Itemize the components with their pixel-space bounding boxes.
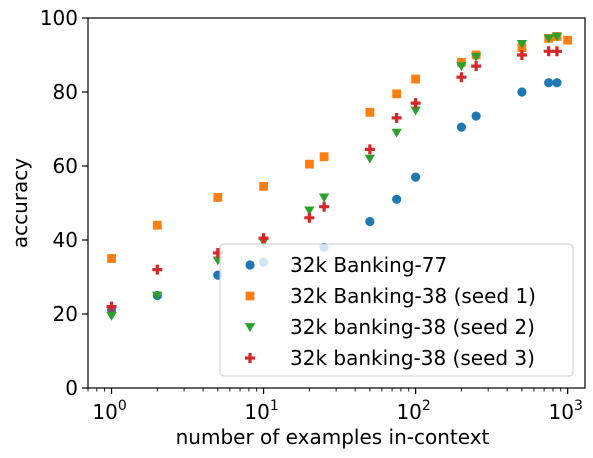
data-point: [551, 32, 563, 42]
data-point: [411, 172, 421, 182]
x-tick-label: 103: [548, 398, 582, 424]
y-tick-label: 100: [40, 6, 78, 30]
data-point: [471, 111, 481, 121]
data-point: [391, 112, 402, 123]
data-point: [152, 291, 163, 301]
legend-entry-label: 32k Banking-77: [290, 253, 447, 277]
data-point: [411, 74, 421, 84]
x-tick-label: 102: [396, 398, 430, 424]
data-point: [516, 40, 528, 49]
data-point: [391, 128, 402, 138]
data-point: [563, 35, 573, 45]
legend-entry-label: 32k banking-38 (seed 2): [290, 315, 535, 339]
x-axis-ticks: 100 101 102 103: [87, 388, 583, 424]
y-tick-label: 80: [53, 80, 78, 104]
legend-box: [219, 243, 574, 377]
y-tick-label: 20: [53, 302, 78, 326]
data-point: [304, 212, 315, 223]
legend-marker: [245, 291, 255, 301]
data-point: [152, 220, 162, 230]
data-point: [516, 50, 527, 60]
data-point: [304, 206, 315, 216]
data-point: [543, 34, 554, 44]
data-point: [106, 301, 117, 312]
data-point: [551, 46, 562, 57]
data-point: [365, 216, 375, 227]
data-point: [364, 154, 376, 164]
data-point: [552, 78, 562, 88]
x-tick-label: 101: [244, 398, 278, 424]
data-point: [304, 159, 314, 169]
legend-entry-label: 32k banking-38 (seed 3): [290, 346, 535, 370]
series-4: [106, 46, 562, 312]
data-point: [259, 181, 268, 191]
data-point: [213, 193, 223, 202]
legend-marker: [245, 353, 255, 363]
data-point: [410, 106, 421, 116]
y-axis-label: accuracy: [8, 158, 32, 248]
y-axis-ticks: 0 20 40 60 80 100: [40, 6, 88, 400]
data-point: [544, 78, 554, 88]
legend-marker: [244, 323, 256, 332]
data-point: [456, 122, 467, 132]
data-point: [365, 107, 375, 117]
x-axis-label: number of examples in-context: [176, 425, 490, 449]
legend: 32k Banking-77 32k Banking-38 (seed 1) 32k…: [219, 243, 574, 377]
data-point: [392, 89, 402, 99]
legend-entry-label: 32k Banking-38 (seed 1): [290, 284, 536, 308]
data-point: [106, 311, 117, 321]
series-2: [107, 32, 573, 263]
data-point: [471, 61, 482, 72]
y-tick-label: 60: [53, 154, 78, 178]
data-point: [107, 254, 116, 263]
data-point: [152, 264, 163, 275]
legend-marker: [245, 260, 255, 270]
y-tick-label: 0: [65, 376, 78, 400]
data-point: [258, 233, 269, 244]
x-tick-label: 100: [92, 398, 126, 424]
y-tick-label: 40: [53, 228, 78, 252]
data-point: [319, 201, 330, 212]
data-point: [410, 98, 421, 109]
data-point: [319, 152, 329, 162]
data-point: [470, 52, 482, 62]
data-point: [392, 194, 402, 204]
data-point: [456, 72, 467, 83]
data-point: [456, 62, 467, 72]
data-point: [364, 144, 375, 155]
data-point: [318, 193, 330, 203]
data-point: [517, 87, 527, 97]
